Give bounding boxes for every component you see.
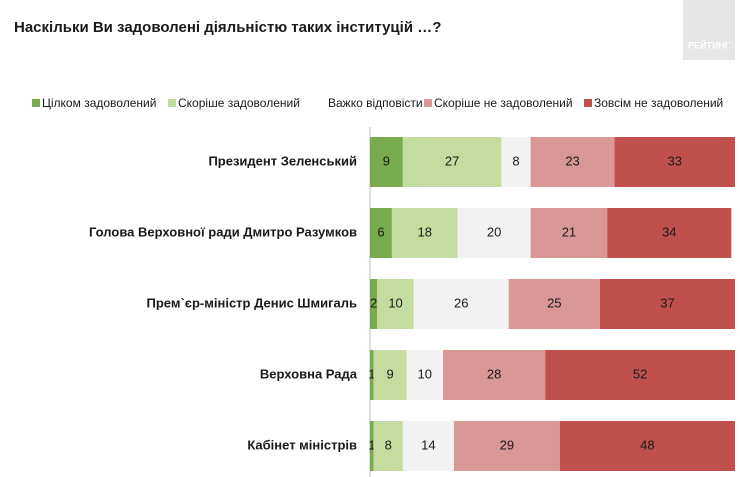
y-tick-label: Прем`єр-міністр Денис Шмигаль bbox=[147, 295, 357, 310]
y-tick-label: Кабінет міністрів bbox=[247, 437, 357, 452]
value-label: 26 bbox=[454, 295, 468, 310]
value-label: 29 bbox=[500, 437, 514, 452]
bar-segment bbox=[402, 137, 502, 187]
bar-segment bbox=[370, 137, 403, 187]
value-label: 28 bbox=[487, 366, 501, 381]
legend-label: Важко відповісти bbox=[328, 96, 423, 110]
bar-segment bbox=[373, 350, 407, 400]
value-label: 18 bbox=[418, 224, 432, 239]
bar-segment bbox=[370, 208, 392, 258]
y-tick-label: Президент Зеленський bbox=[208, 153, 357, 168]
value-label: 9 bbox=[386, 366, 393, 381]
bar-segment bbox=[599, 279, 735, 329]
bar-segment bbox=[614, 137, 735, 187]
bar-segment bbox=[377, 279, 414, 329]
logo: РЕЙТИНГ bbox=[688, 39, 730, 50]
value-label: 8 bbox=[385, 437, 392, 452]
value-label: 9 bbox=[383, 153, 390, 168]
bar-segment bbox=[370, 421, 374, 471]
legend-label: Зовсім не задоволений bbox=[594, 96, 723, 110]
y-tick-label: Верховна Рада bbox=[260, 366, 358, 381]
y-tick-label: Голова Верховної ради Дмитро Разумков bbox=[89, 224, 357, 239]
bar-segment bbox=[373, 421, 403, 471]
bar-segment bbox=[508, 279, 600, 329]
legend-swatch bbox=[584, 99, 592, 107]
bar-segment bbox=[391, 208, 458, 258]
logo-box bbox=[683, 0, 735, 60]
value-label: 8 bbox=[512, 153, 519, 168]
bar-segment bbox=[443, 350, 546, 400]
value-label: 52 bbox=[633, 366, 647, 381]
value-label: 10 bbox=[388, 295, 402, 310]
value-label: 34 bbox=[662, 224, 676, 239]
legend-swatch bbox=[424, 99, 432, 107]
value-label: 27 bbox=[445, 153, 459, 168]
legend-label: Скоріше задоволений bbox=[178, 96, 300, 110]
value-label: 25 bbox=[547, 295, 561, 310]
bar-segment bbox=[453, 421, 560, 471]
bar-segment bbox=[501, 137, 531, 187]
value-label: 10 bbox=[418, 366, 432, 381]
value-label: 1 bbox=[368, 437, 375, 452]
bar-segment bbox=[530, 208, 608, 258]
bar-segment bbox=[545, 350, 735, 400]
value-label: 33 bbox=[668, 153, 682, 168]
bar-segment bbox=[607, 208, 732, 258]
chart-title: Наскільки Ви задоволені діяльністю таких… bbox=[14, 19, 441, 36]
legend-swatch bbox=[168, 99, 176, 107]
bar-segment bbox=[370, 350, 374, 400]
bar-segment bbox=[413, 279, 509, 329]
bar-segment bbox=[402, 421, 454, 471]
bar-segment bbox=[406, 350, 443, 400]
bar-segment bbox=[457, 208, 531, 258]
bar-segment bbox=[370, 279, 378, 329]
value-label: 23 bbox=[565, 153, 579, 168]
value-label: 1 bbox=[368, 366, 375, 381]
value-label: 20 bbox=[487, 224, 501, 239]
legend-label: Цілком задоволений bbox=[42, 96, 156, 110]
value-label: 14 bbox=[421, 437, 435, 452]
value-label: 2 bbox=[370, 295, 377, 310]
value-label: 6 bbox=[377, 224, 384, 239]
legend-swatch bbox=[32, 99, 40, 107]
bar-segment bbox=[559, 421, 735, 471]
value-label: 21 bbox=[562, 224, 576, 239]
value-label: 48 bbox=[640, 437, 654, 452]
bar-segment bbox=[530, 137, 615, 187]
legend-swatch bbox=[318, 99, 326, 107]
legend-label: Скоріше не задоволений bbox=[434, 96, 573, 110]
value-label: 37 bbox=[660, 295, 674, 310]
